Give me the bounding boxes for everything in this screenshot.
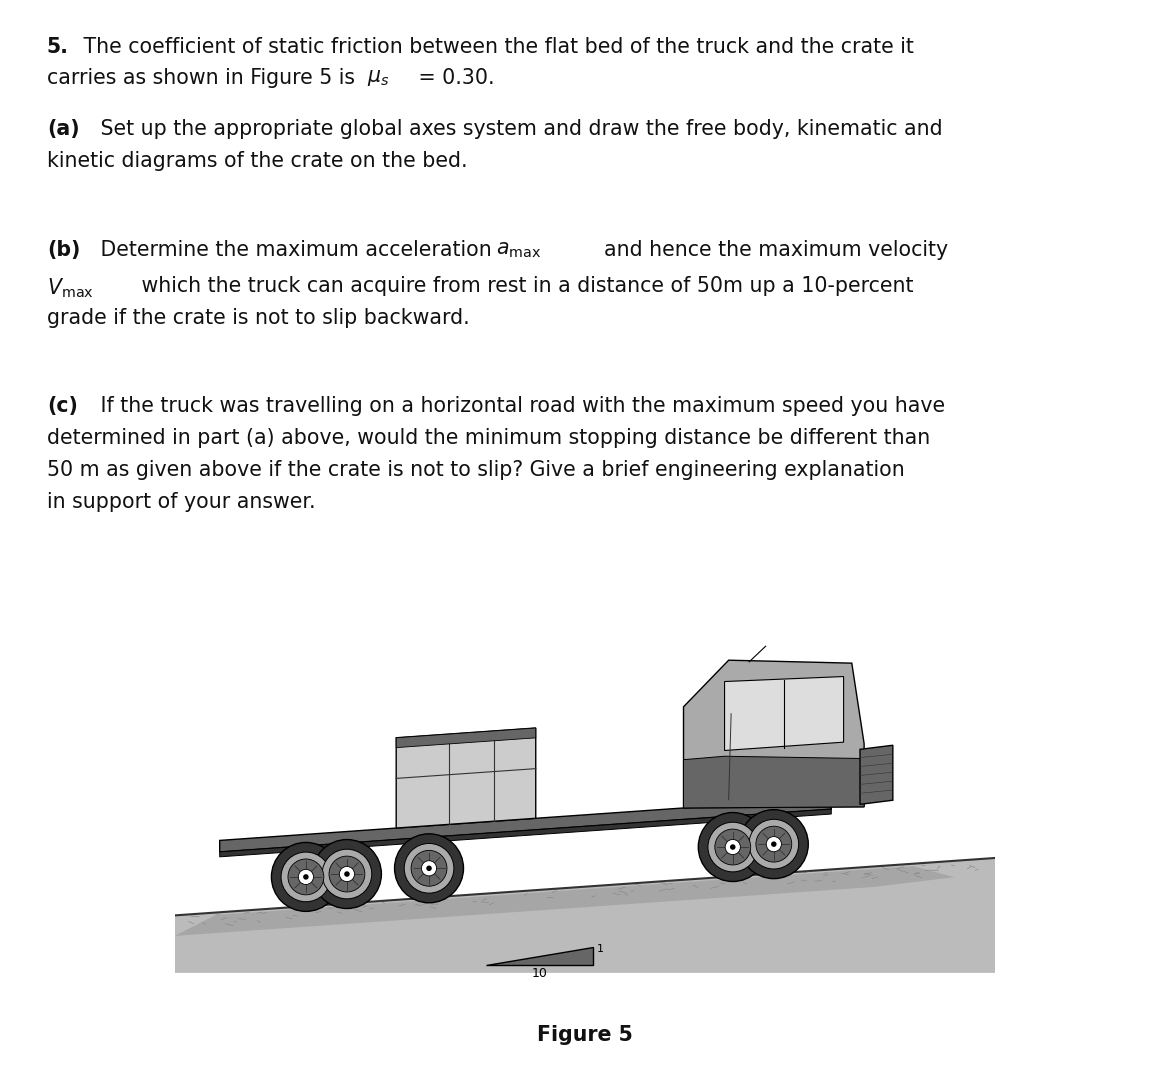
Text: 5.: 5.: [47, 37, 69, 57]
Text: (b): (b): [47, 240, 81, 259]
Text: The coefficient of static friction between the flat bed of the truck and the cra: The coefficient of static friction betwe…: [77, 37, 914, 57]
Circle shape: [421, 861, 436, 876]
Text: Set up the appropriate global axes system and draw the free body, kinematic and: Set up the appropriate global axes syste…: [94, 119, 942, 139]
Polygon shape: [860, 745, 893, 804]
Polygon shape: [724, 676, 844, 750]
Polygon shape: [683, 660, 865, 808]
Circle shape: [756, 827, 792, 862]
Circle shape: [749, 819, 799, 869]
Circle shape: [303, 874, 309, 879]
Circle shape: [725, 840, 741, 855]
Text: = 0.30.: = 0.30.: [412, 69, 495, 88]
Text: 50 m as given above if the crate is not to slip? Give a brief engineering explan: 50 m as given above if the crate is not …: [47, 460, 904, 479]
Polygon shape: [397, 728, 536, 828]
Text: which the truck can acquire from rest in a distance of 50m up a 10-percent: which the truck can acquire from rest in…: [135, 276, 913, 296]
Text: 10: 10: [532, 968, 548, 980]
Circle shape: [298, 870, 314, 885]
Polygon shape: [220, 798, 831, 851]
Circle shape: [771, 842, 777, 847]
Circle shape: [739, 809, 808, 878]
Circle shape: [288, 859, 324, 894]
Circle shape: [708, 822, 758, 872]
Circle shape: [715, 829, 751, 865]
Text: determined in part (a) above, would the minimum stopping distance be different t: determined in part (a) above, would the …: [47, 428, 930, 448]
Polygon shape: [174, 866, 955, 936]
Text: $V_{\rm max}$: $V_{\rm max}$: [47, 276, 94, 300]
Text: 1: 1: [598, 944, 605, 955]
Text: kinetic diagrams of the crate on the bed.: kinetic diagrams of the crate on the bed…: [47, 151, 468, 171]
Circle shape: [329, 856, 365, 892]
Circle shape: [281, 852, 331, 902]
Polygon shape: [220, 809, 831, 857]
Text: $a_{\rm max}$: $a_{\rm max}$: [496, 240, 542, 259]
Text: Figure 5: Figure 5: [537, 1024, 633, 1045]
Circle shape: [404, 844, 454, 893]
Circle shape: [344, 871, 350, 877]
Circle shape: [339, 866, 355, 881]
Circle shape: [411, 850, 447, 886]
Text: If the truck was travelling on a horizontal road with the maximum speed you have: If the truck was travelling on a horizon…: [94, 397, 944, 416]
Polygon shape: [174, 858, 996, 973]
Circle shape: [394, 834, 463, 903]
Text: (a): (a): [47, 119, 80, 139]
Polygon shape: [487, 947, 593, 964]
Text: carries as shown in Figure 5 is: carries as shown in Figure 5 is: [47, 69, 362, 88]
Circle shape: [271, 843, 340, 912]
Text: Determine the maximum acceleration: Determine the maximum acceleration: [94, 240, 498, 259]
Text: (c): (c): [47, 397, 77, 416]
Circle shape: [322, 849, 372, 899]
Circle shape: [312, 840, 381, 908]
Text: and hence the maximum velocity: and hence the maximum velocity: [591, 240, 948, 259]
Circle shape: [426, 865, 432, 871]
Text: in support of your answer.: in support of your answer.: [47, 491, 316, 512]
Text: grade if the crate is not to slip backward.: grade if the crate is not to slip backwa…: [47, 307, 469, 328]
Text: $\mu_s$: $\mu_s$: [367, 69, 390, 88]
Polygon shape: [397, 728, 536, 747]
Circle shape: [766, 836, 782, 851]
Circle shape: [698, 813, 768, 882]
Circle shape: [730, 844, 736, 850]
Polygon shape: [683, 756, 865, 808]
